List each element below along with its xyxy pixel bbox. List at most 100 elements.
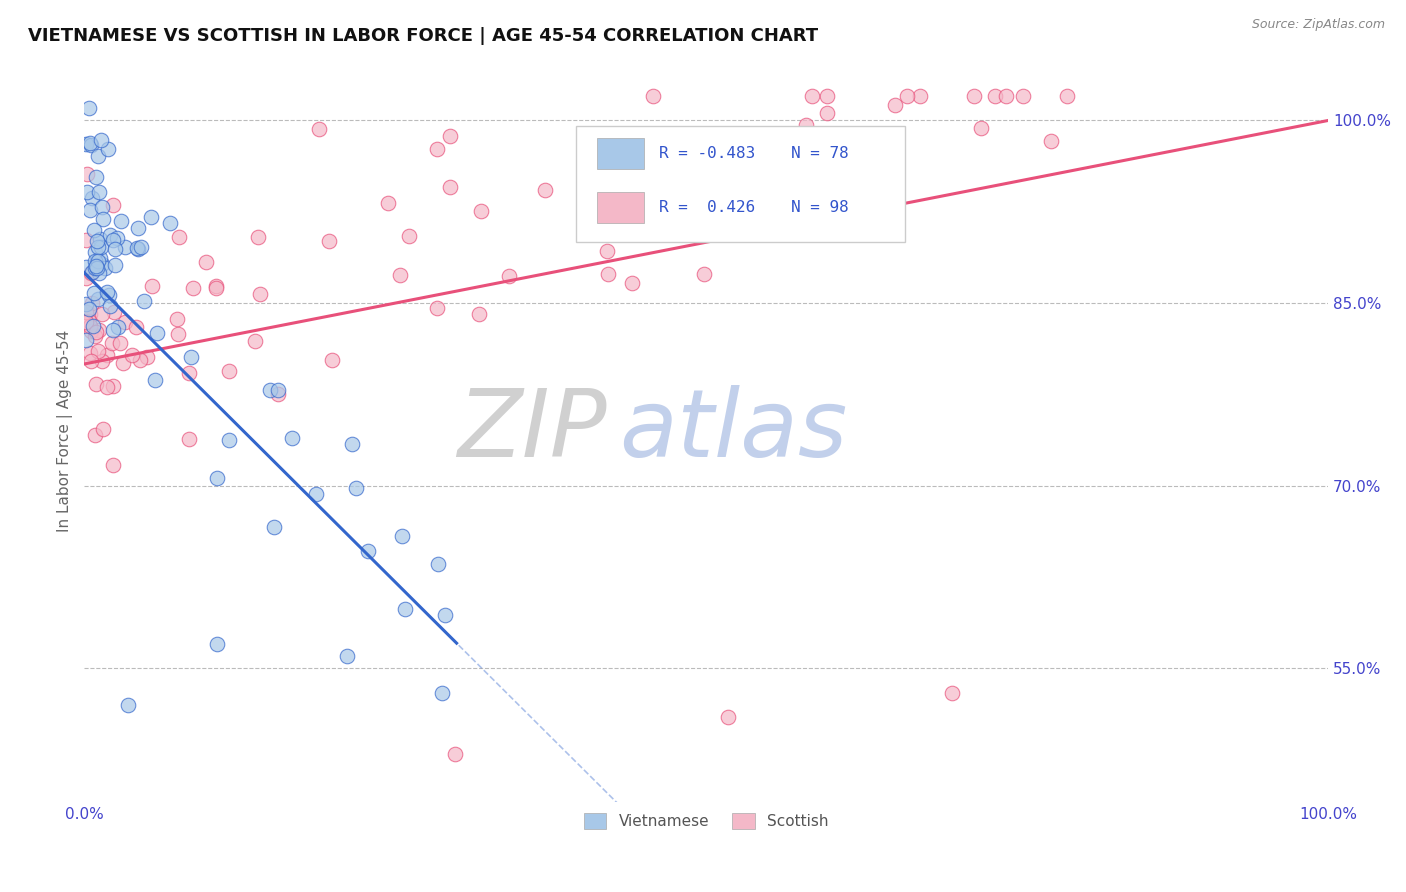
Point bbox=[79, 136, 101, 150]
Point bbox=[87, 323, 110, 337]
Point bbox=[114, 315, 136, 329]
Point bbox=[89, 185, 111, 199]
Point bbox=[98, 227, 121, 242]
Point bbox=[75, 271, 97, 285]
Point bbox=[84, 326, 107, 340]
Point bbox=[815, 89, 838, 103]
Point bbox=[177, 433, 200, 447]
Point bbox=[167, 230, 190, 244]
Point bbox=[267, 387, 290, 401]
Point bbox=[1012, 89, 1035, 103]
Legend: Vietnamese, Scottish: Vietnamese, Scottish bbox=[578, 807, 835, 836]
Point bbox=[97, 142, 120, 156]
Text: atlas: atlas bbox=[619, 385, 848, 476]
Point bbox=[114, 240, 136, 254]
Point bbox=[388, 268, 411, 282]
Point bbox=[117, 698, 139, 712]
Point bbox=[83, 285, 105, 300]
Point bbox=[86, 254, 108, 268]
Point bbox=[98, 288, 121, 302]
Point bbox=[815, 106, 838, 120]
Point bbox=[101, 458, 124, 472]
Point bbox=[194, 255, 217, 269]
Point bbox=[645, 136, 668, 151]
Point bbox=[96, 380, 118, 394]
Point bbox=[108, 335, 131, 350]
Point bbox=[896, 89, 918, 103]
Point bbox=[87, 344, 110, 359]
Point bbox=[86, 261, 108, 276]
Point bbox=[79, 346, 101, 360]
Point bbox=[80, 296, 103, 310]
Point bbox=[205, 279, 228, 293]
Point bbox=[180, 350, 202, 364]
Point bbox=[76, 185, 98, 199]
Point bbox=[641, 89, 664, 103]
Bar bbox=[596, 192, 644, 223]
Point bbox=[800, 89, 823, 103]
Text: Source: ZipAtlas.com: Source: ZipAtlas.com bbox=[1251, 18, 1385, 31]
Text: N = 78: N = 78 bbox=[790, 145, 849, 161]
Point bbox=[984, 89, 1007, 103]
Point bbox=[110, 214, 132, 228]
Point bbox=[79, 307, 101, 321]
Point bbox=[127, 221, 149, 235]
Point bbox=[263, 520, 285, 534]
Point bbox=[105, 231, 128, 245]
Point bbox=[87, 254, 110, 268]
Point bbox=[427, 557, 450, 571]
Point bbox=[858, 155, 880, 169]
Point bbox=[75, 305, 97, 319]
Point bbox=[101, 379, 124, 393]
Point bbox=[83, 261, 105, 276]
Point bbox=[1056, 89, 1078, 103]
Point bbox=[121, 348, 143, 362]
Point bbox=[87, 266, 110, 280]
Text: R = -0.483: R = -0.483 bbox=[659, 145, 755, 161]
Point bbox=[82, 319, 104, 334]
Point bbox=[143, 374, 166, 388]
Point bbox=[344, 481, 367, 495]
Point bbox=[754, 207, 776, 221]
Point bbox=[91, 200, 114, 214]
Point bbox=[855, 178, 877, 192]
Point bbox=[596, 244, 619, 258]
Point bbox=[75, 137, 97, 152]
Point bbox=[439, 128, 461, 143]
Point bbox=[86, 234, 108, 248]
Point bbox=[181, 281, 204, 295]
Bar bbox=[596, 137, 644, 169]
Point bbox=[470, 204, 492, 219]
Point bbox=[970, 120, 993, 135]
Point bbox=[98, 299, 121, 313]
Point bbox=[87, 293, 110, 307]
Point bbox=[620, 277, 643, 291]
Point bbox=[856, 201, 879, 215]
Text: N = 98: N = 98 bbox=[790, 200, 849, 215]
Point bbox=[963, 89, 986, 103]
Point bbox=[101, 323, 124, 337]
Point bbox=[141, 279, 163, 293]
Point bbox=[101, 335, 124, 350]
Point bbox=[84, 245, 107, 260]
Point bbox=[77, 302, 100, 317]
Point bbox=[159, 215, 181, 229]
Point bbox=[84, 259, 107, 273]
Point bbox=[87, 240, 110, 254]
Point bbox=[498, 268, 520, 283]
Point bbox=[80, 191, 103, 205]
Point bbox=[995, 89, 1018, 103]
Point bbox=[249, 286, 271, 301]
Point bbox=[576, 167, 599, 181]
Point bbox=[135, 350, 157, 364]
Point bbox=[128, 352, 150, 367]
Point bbox=[218, 364, 240, 378]
Point bbox=[439, 179, 461, 194]
Point bbox=[204, 281, 226, 295]
Point bbox=[76, 167, 98, 181]
Point bbox=[321, 353, 343, 368]
Point bbox=[318, 234, 340, 248]
Point bbox=[90, 354, 112, 368]
Point bbox=[80, 138, 103, 153]
Point bbox=[84, 427, 107, 442]
